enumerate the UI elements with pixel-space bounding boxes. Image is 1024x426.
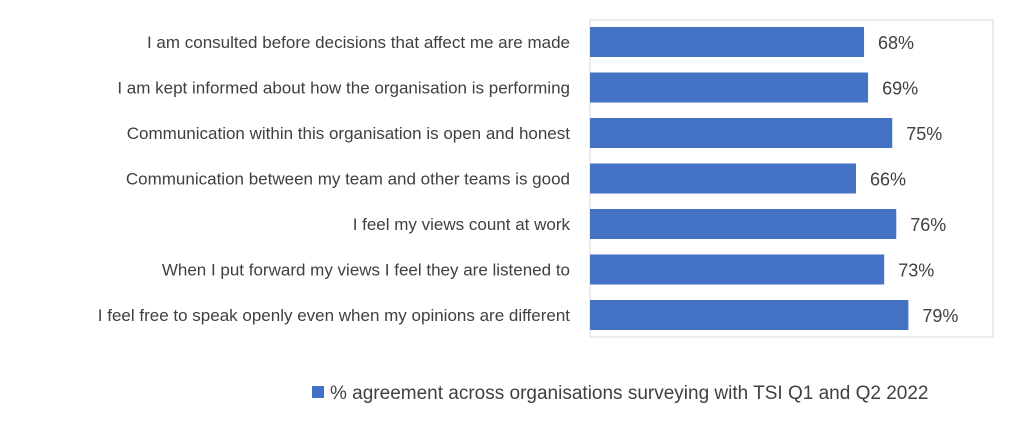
bar [590, 209, 897, 239]
bar [590, 300, 909, 330]
category-label: I am consulted before decisions that aff… [147, 33, 570, 52]
category-label: I feel my views count at work [353, 215, 571, 234]
data-label: 66% [870, 170, 906, 190]
category-label: I am kept informed about how the organis… [117, 79, 570, 98]
data-label: 69% [882, 79, 918, 99]
bar [590, 163, 856, 194]
data-label: 68% [878, 33, 914, 53]
bar [590, 27, 865, 57]
bar [590, 118, 893, 148]
category-label: I feel free to speak openly even when my… [98, 306, 570, 325]
data-label: 75% [906, 124, 942, 144]
data-label: 73% [898, 261, 934, 281]
bars-layer [590, 27, 909, 330]
data-label: 76% [910, 215, 946, 235]
data-label: 79% [922, 306, 958, 326]
legend-label: % agreement across organisations surveyi… [330, 383, 928, 404]
category-label: Communication between my team and other … [126, 170, 570, 189]
bar [590, 254, 885, 285]
category-label: When I put forward my views I feel they … [162, 261, 570, 280]
bar [590, 72, 869, 103]
category-label: Communication within this organisation i… [127, 124, 570, 143]
legend: % agreement across organisations surveyi… [312, 383, 928, 404]
legend-swatch [312, 386, 324, 398]
labels-layer: I am consulted before decisions that aff… [98, 33, 959, 326]
